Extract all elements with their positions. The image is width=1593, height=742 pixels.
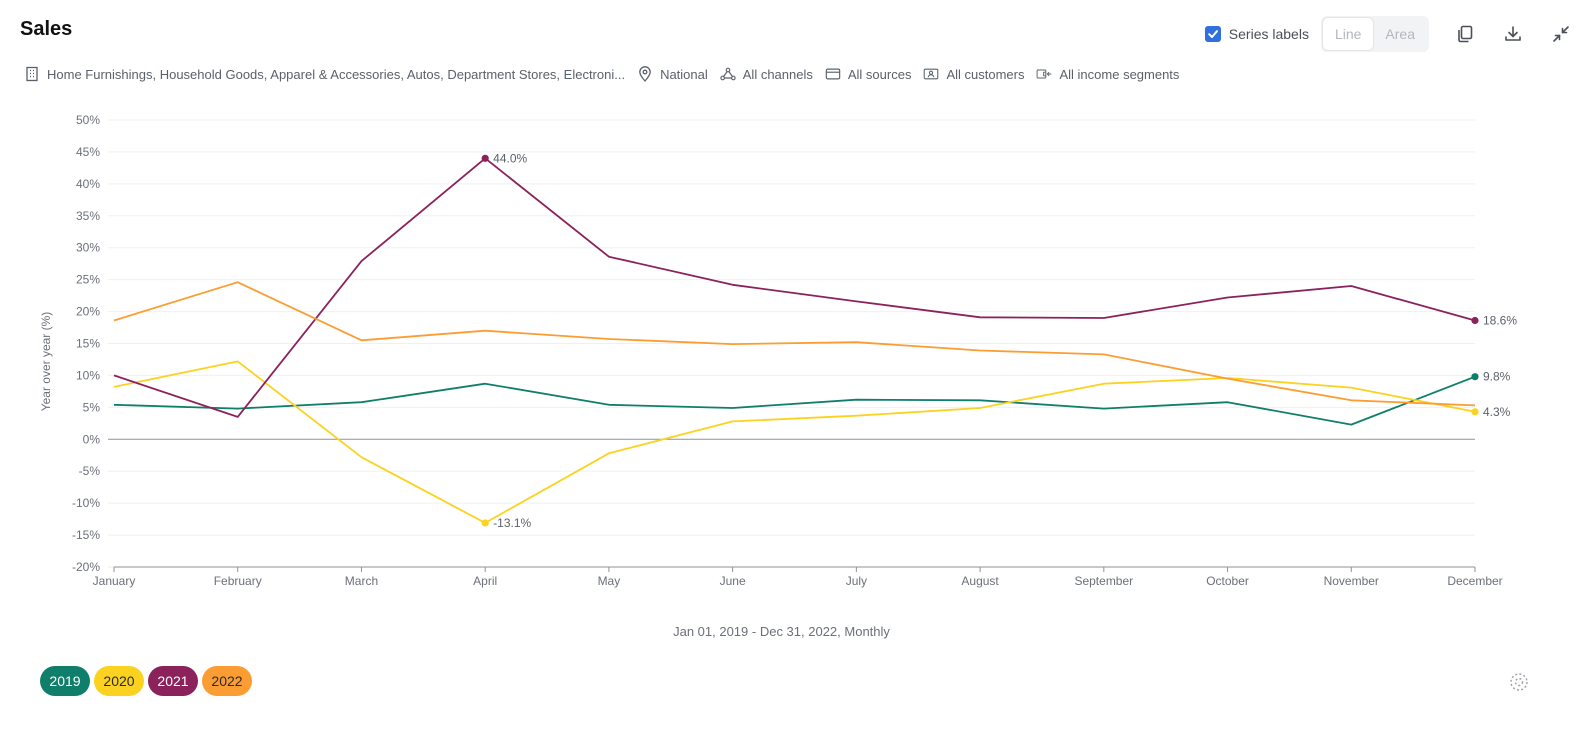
- y-tick-label: 40%: [76, 177, 100, 191]
- y-tick-label: 20%: [76, 305, 100, 319]
- y-tick-label: 50%: [76, 113, 100, 127]
- data-point-2020: [1471, 408, 1479, 416]
- filter-sources-label: All sources: [847, 66, 912, 82]
- income-wallet-icon: [1036, 66, 1052, 82]
- line-mode-button[interactable]: Line: [1322, 18, 1374, 50]
- building-icon: [24, 66, 40, 82]
- filter-sources[interactable]: All sources: [825, 66, 912, 82]
- y-tick-label: -5%: [79, 464, 101, 478]
- checkbox-checked-icon[interactable]: [1204, 26, 1221, 42]
- filter-industry-label: Home Furnishings, Household Goods, Appar…: [47, 66, 626, 82]
- series-labels-toggle[interactable]: Series labels: [1204, 26, 1309, 42]
- filter-geography-label: National: [660, 66, 708, 82]
- filter-channels[interactable]: All channels: [720, 66, 813, 82]
- card-icon: [825, 66, 841, 82]
- x-tick-label: April: [473, 574, 497, 588]
- toolbar: Series labels Line Area: [1204, 16, 1573, 52]
- copy-icon[interactable]: [1453, 22, 1477, 46]
- date-range: Jan 01, 2019 - Dec 31, 2022, Monthly: [673, 624, 890, 639]
- data-label: -13.1%: [493, 516, 531, 530]
- y-tick-label: 30%: [76, 241, 100, 255]
- legend-item-2021[interactable]: 2021: [148, 666, 198, 696]
- filter-income-label: All income segments: [1059, 66, 1180, 82]
- y-tick-label: 45%: [76, 145, 100, 159]
- series-line-2020: [113, 360, 1476, 524]
- x-tick-label: December: [1447, 574, 1502, 588]
- y-tick-label: 0%: [83, 432, 101, 446]
- series-labels-label: Series labels: [1228, 26, 1309, 42]
- filter-geography[interactable]: National: [637, 66, 708, 82]
- x-tick-label: November: [1324, 574, 1379, 588]
- y-tick-label: -10%: [72, 496, 100, 510]
- x-tick-label: July: [846, 574, 867, 588]
- x-tick-label: January: [93, 574, 136, 588]
- x-tick-label: May: [598, 574, 621, 588]
- series-line-2022: [113, 281, 1476, 407]
- y-axis-label: Year over year (%): [39, 312, 53, 412]
- filter-customers-label: All customers: [946, 66, 1025, 82]
- location-pin-icon: [637, 66, 653, 82]
- data-label: 18.6%: [1483, 314, 1517, 328]
- y-tick-label: -20%: [72, 560, 100, 574]
- data-point-2020: [481, 519, 489, 527]
- y-tick-label: 25%: [76, 273, 100, 287]
- x-tick-label: August: [961, 574, 999, 588]
- x-tick-label: June: [720, 574, 746, 588]
- y-tick-label: 5%: [83, 400, 101, 414]
- customer-id-icon: [923, 66, 939, 82]
- legend-item-2020[interactable]: 2020: [94, 666, 144, 696]
- filter-channels-label: All channels: [742, 66, 813, 82]
- series-line-2021: [113, 157, 1476, 418]
- page-title: Sales: [20, 18, 73, 40]
- x-tick-label: October: [1206, 574, 1249, 588]
- legend-item-2019[interactable]: 2019: [40, 666, 90, 696]
- filter-income[interactable]: All income segments: [1036, 66, 1179, 82]
- area-mode-button[interactable]: Area: [1385, 26, 1415, 42]
- x-tick-label: March: [345, 574, 378, 588]
- legend: 2019 2020 2021 2022: [40, 666, 252, 696]
- line-chart: 50% 45% 40% 35% 30% 25% 20% 15% 10% 5% 0% -5% -10% -1…: [39, 113, 1517, 588]
- loading-spinner-icon: [1509, 672, 1529, 692]
- data-label: 9.8%: [1483, 370, 1511, 384]
- data-label: 44.0%: [493, 151, 527, 165]
- filter-industry[interactable]: Home Furnishings, Household Goods, Appar…: [24, 66, 625, 82]
- y-tick-label: 10%: [76, 368, 100, 382]
- y-tick-label: 35%: [76, 209, 100, 223]
- data-label: 4.3%: [1483, 405, 1511, 419]
- series-line-2019: [113, 375, 1476, 426]
- x-tick-label: February: [214, 574, 262, 588]
- channels-network-icon: [720, 66, 736, 82]
- x-tick-label: September: [1074, 574, 1133, 588]
- data-point-2021: [1471, 316, 1479, 325]
- y-tick-label: -15%: [72, 528, 100, 542]
- data-point-2019: [1471, 373, 1479, 381]
- data-point-2021: [481, 154, 489, 162]
- download-icon[interactable]: [1501, 22, 1525, 46]
- chart-type-switch: Line Area: [1320, 16, 1429, 52]
- collapse-icon[interactable]: [1549, 22, 1573, 46]
- legend-item-2022[interactable]: 2022: [202, 666, 252, 696]
- y-tick-label: 15%: [76, 337, 100, 351]
- filter-customers[interactable]: All customers: [923, 66, 1024, 82]
- filter-bar: Home Furnishings, Household Goods, Appar…: [24, 66, 1191, 82]
